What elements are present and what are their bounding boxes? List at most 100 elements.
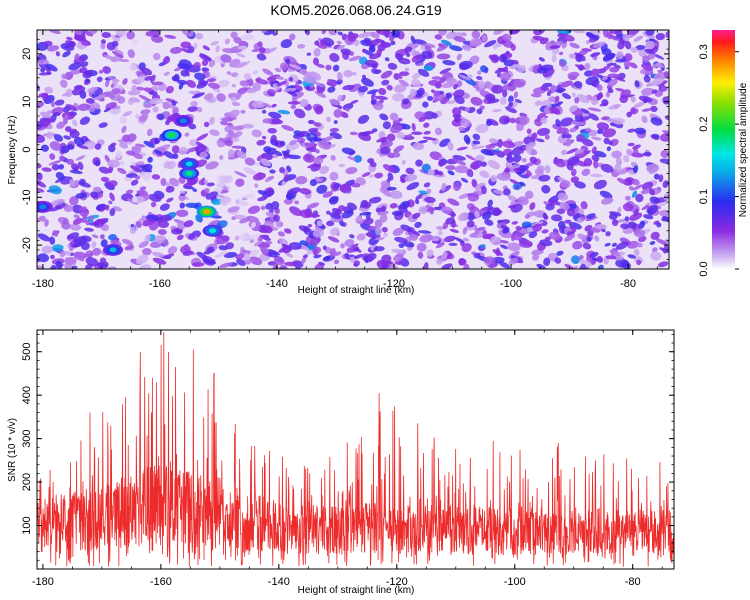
heatmap-cell <box>541 229 549 234</box>
heatmap-cell <box>609 249 621 257</box>
heatmap-cell <box>617 177 628 185</box>
heatmap-cell <box>440 39 452 46</box>
heatmap-cell <box>260 174 266 179</box>
heatmap-cell <box>445 31 457 40</box>
heatmap-cell <box>554 257 562 264</box>
heatmap-cell <box>72 86 86 96</box>
x-tick-label: -160 <box>149 278 171 290</box>
heatmap-cell <box>519 239 533 248</box>
heatmap-cell <box>85 257 99 267</box>
heatmap-cell <box>135 161 145 166</box>
heatmap-cell <box>400 178 406 184</box>
heatmap-cell <box>562 34 575 42</box>
heatmap-cell <box>304 142 315 148</box>
heatmap-cell <box>257 236 263 242</box>
heatmap-cell <box>126 173 138 178</box>
heatmap-cell <box>664 115 669 121</box>
heatmap-cell <box>358 85 369 93</box>
heatmap-cell <box>524 190 534 200</box>
heatmap-cell <box>452 107 462 116</box>
heatmap-cell <box>162 240 169 247</box>
heatmap-cell <box>234 235 240 241</box>
heatmap-cell <box>662 130 669 134</box>
heatmap-cell <box>74 30 84 36</box>
heatmap-cell <box>441 82 455 88</box>
heatmap-cell <box>550 214 563 222</box>
heatmap-cell <box>376 136 388 143</box>
heatmap-cell <box>480 65 488 73</box>
heatmap-cell <box>267 127 277 134</box>
snr-x-axis-label: Height of straight line (km) <box>298 585 415 596</box>
heatmap-cell <box>279 167 285 174</box>
heatmap-cell <box>220 120 229 126</box>
heatmap-cell <box>189 139 199 147</box>
heatmap-cell <box>83 208 89 214</box>
heatmap-cell <box>624 216 630 222</box>
heatmap-cell <box>152 106 159 113</box>
heatmap-cell <box>329 53 340 62</box>
heatmap-cell <box>608 34 619 41</box>
heatmap-cell <box>284 78 289 88</box>
heatmap-cell <box>627 128 636 133</box>
heatmap-cell <box>397 117 403 122</box>
heatmap-cell <box>243 73 252 80</box>
heatmap-cell <box>301 256 307 264</box>
heatmap-cell <box>61 73 68 80</box>
heatmap-cell <box>309 237 321 247</box>
heatmap-cell <box>77 103 91 111</box>
heatmap-cell <box>231 96 237 103</box>
heatmap-cell <box>599 190 613 199</box>
heatmap-cell <box>464 107 470 112</box>
heatmap-cell <box>585 216 598 222</box>
heatmap-cell <box>517 196 529 206</box>
heatmap-cell <box>243 167 256 175</box>
heatmap-cell <box>214 251 228 258</box>
heatmap-peak <box>39 204 47 210</box>
heatmap-cell <box>605 231 611 237</box>
heatmap-cell <box>37 134 46 143</box>
heatmap-peak <box>209 228 217 234</box>
heatmap-cell <box>329 98 341 106</box>
heatmap-cell <box>142 172 153 181</box>
heatmap-cell <box>283 87 297 93</box>
heatmap-cell <box>386 84 393 91</box>
heatmap-cell <box>423 130 431 135</box>
heatmap-cell <box>294 200 299 205</box>
heatmap-cell <box>374 38 381 44</box>
heatmap-cell <box>472 140 481 145</box>
heatmap-cell <box>291 91 304 100</box>
heatmap-cell <box>195 32 204 40</box>
heatmap-cell <box>416 242 427 252</box>
heatmap-cell <box>426 188 432 194</box>
heatmap-cell <box>263 146 272 153</box>
heatmap-cell <box>220 54 232 63</box>
heatmap-cell <box>345 107 350 112</box>
heatmap-cell <box>438 160 445 167</box>
heatmap-cell <box>128 97 141 103</box>
heatmap-cell <box>492 249 504 256</box>
heatmap-cell <box>560 179 571 189</box>
heatmap-cell <box>146 128 153 137</box>
heatmap-cell <box>169 177 180 187</box>
heatmap-cell <box>436 43 449 52</box>
heatmap-cell <box>492 109 502 113</box>
heatmap-cell <box>625 195 631 201</box>
heatmap-cell <box>611 219 619 227</box>
heatmap-y-ticks: 20 10 0 -10 -20 <box>21 29 669 270</box>
heatmap-cell <box>252 100 266 109</box>
heatmap-cell <box>411 49 418 57</box>
heatmap-cell <box>591 146 597 154</box>
heatmap-cell <box>519 181 526 187</box>
heatmap-peak <box>203 209 211 215</box>
heatmap-cell <box>484 40 497 48</box>
heatmap-cell <box>549 45 561 49</box>
heatmap-cell <box>289 33 296 41</box>
heatmap-cell <box>62 50 71 58</box>
heatmap-cell <box>589 251 599 258</box>
heatmap-cell <box>602 128 616 138</box>
heatmap-cell <box>496 172 511 181</box>
heatmap-cell <box>142 218 155 227</box>
heatmap-cell <box>356 215 363 222</box>
heatmap-cell <box>231 84 236 88</box>
heatmap-cell <box>615 157 622 166</box>
